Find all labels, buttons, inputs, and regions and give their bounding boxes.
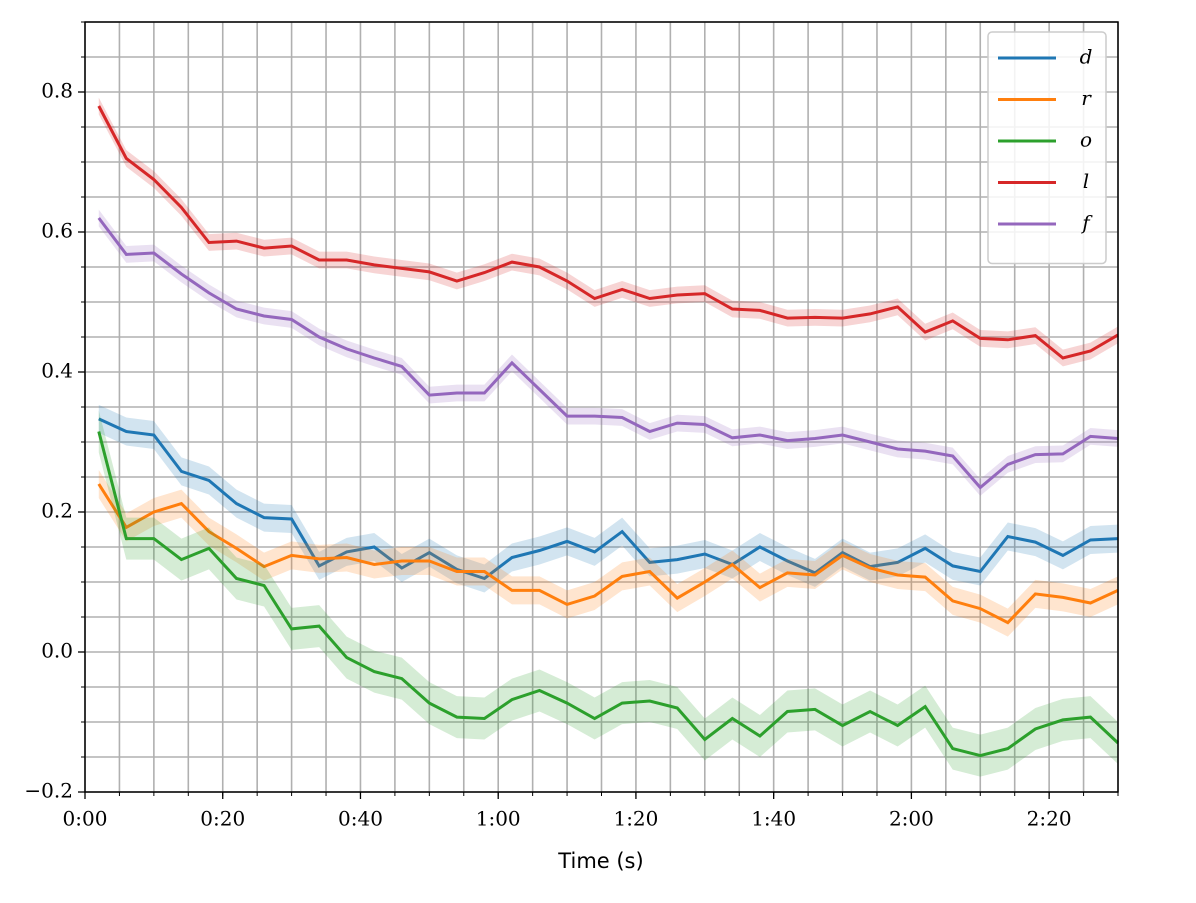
legend-label: d bbox=[1080, 45, 1093, 69]
y-tick-label: 0.4 bbox=[41, 359, 73, 383]
y-tick-label: 0.8 bbox=[41, 79, 73, 103]
series-line bbox=[97, 431, 1120, 758]
series-line bbox=[97, 105, 1119, 360]
x-tick-label: 1:20 bbox=[613, 807, 658, 831]
error-band bbox=[98, 404, 1119, 593]
y-tick-label: 0.0 bbox=[41, 639, 73, 663]
y-tick-label: 0.6 bbox=[41, 219, 73, 243]
x-tick-label: 0:20 bbox=[200, 807, 245, 831]
error-band bbox=[98, 410, 1119, 777]
series-line bbox=[97, 217, 1119, 490]
series-line bbox=[97, 483, 1119, 625]
legend-label: l bbox=[1083, 169, 1089, 193]
y-tick-label: −0.2 bbox=[24, 779, 73, 803]
x-tick-label: 2:20 bbox=[1027, 807, 1072, 831]
y-tick-label: 0.2 bbox=[41, 499, 73, 523]
x-tick-label: 0:40 bbox=[338, 807, 383, 831]
legend-box bbox=[987, 31, 1107, 265]
error-band bbox=[98, 470, 1119, 637]
legend-label: o bbox=[1080, 128, 1092, 152]
x-tick-label: 1:00 bbox=[476, 807, 521, 831]
x-axis-label: Time (s) bbox=[557, 849, 643, 873]
x-tick-label: 0:00 bbox=[63, 807, 108, 831]
series-line bbox=[98, 417, 1119, 581]
legend-label: r bbox=[1081, 86, 1092, 110]
x-tick-label: 1:40 bbox=[751, 807, 796, 831]
error-band bbox=[98, 209, 1119, 496]
plot-frame bbox=[84, 21, 1119, 793]
x-tick-label: 2:00 bbox=[889, 807, 934, 831]
